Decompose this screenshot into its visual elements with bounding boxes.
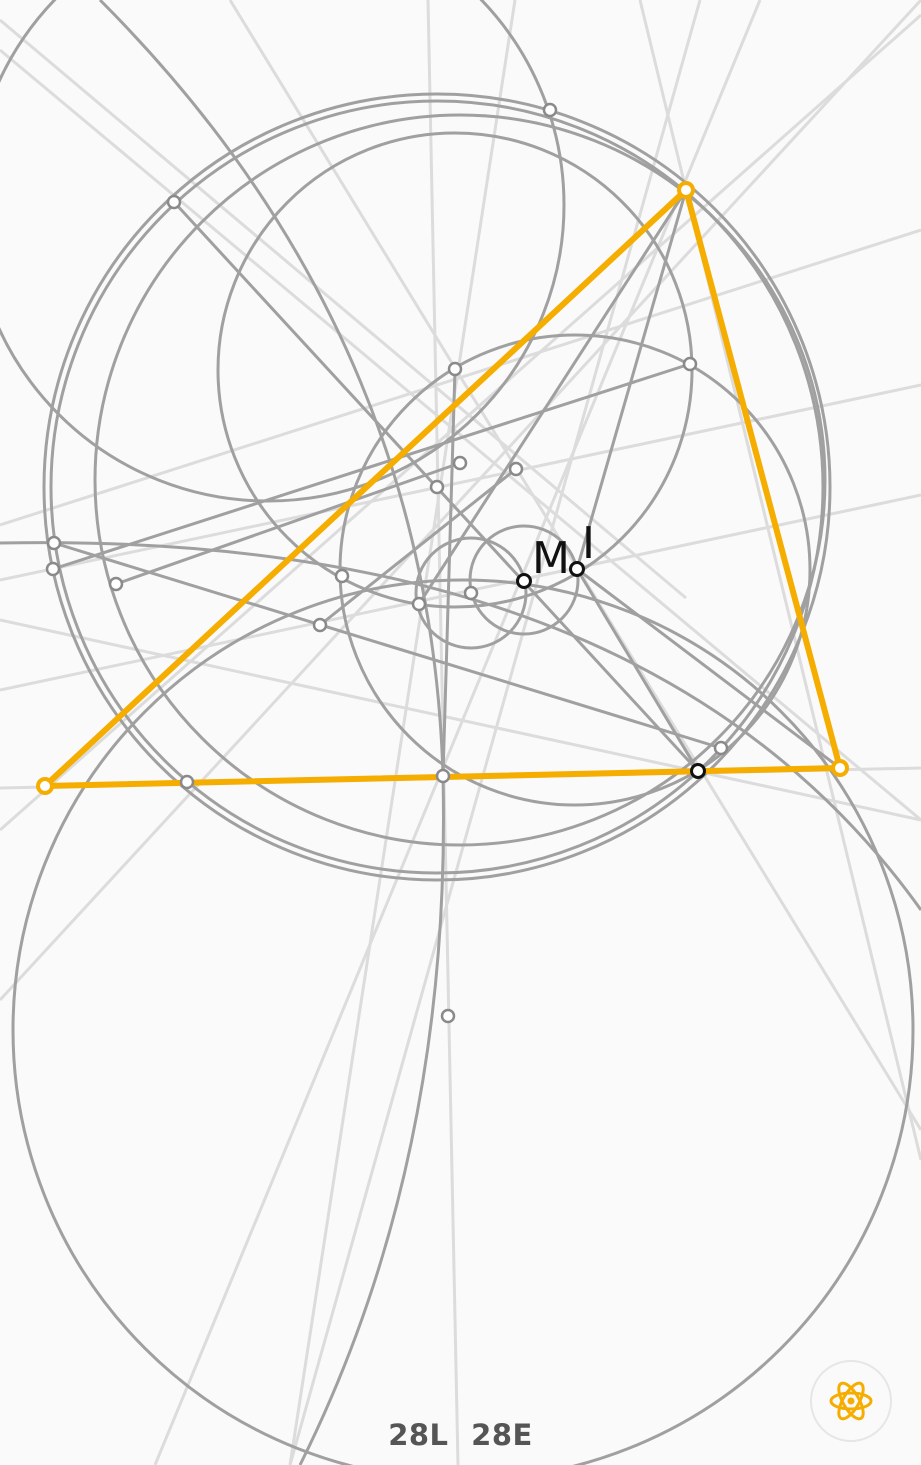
- point: [452, 455, 468, 471]
- point: [312, 617, 328, 633]
- faint-line: [0, 18, 687, 600]
- construction-circle: [11, 578, 915, 1465]
- point: [713, 740, 729, 756]
- faint-line: [0, 0, 921, 1002]
- point-contact: [690, 763, 706, 779]
- construction-arc: [98, 0, 445, 1465]
- lines-counter: 28L: [388, 1418, 449, 1452]
- construction-segment: [53, 541, 722, 750]
- point: [166, 194, 182, 210]
- hint-button[interactable]: [810, 1360, 892, 1442]
- vertex-b: [831, 759, 849, 777]
- point: [179, 774, 195, 790]
- faint-line: [0, 48, 921, 822]
- construction-circle: [49, 99, 825, 875]
- point: [542, 102, 558, 118]
- faint-line: [288, 0, 517, 1465]
- construction-arc: [0, 541, 921, 911]
- construction-segment: [575, 568, 700, 772]
- point: [108, 576, 124, 592]
- point-i: [569, 561, 585, 577]
- label-i: I: [582, 518, 595, 569]
- point: [463, 585, 479, 601]
- circumcircle: [42, 92, 832, 882]
- point: [45, 561, 61, 577]
- point: [440, 1008, 456, 1024]
- faint-line: [638, 0, 921, 1161]
- elements-counter: 28E: [471, 1418, 533, 1452]
- faint-line: [0, 228, 921, 527]
- construction-segment: [52, 362, 691, 571]
- atom-icon: [829, 1381, 873, 1421]
- point: [435, 768, 451, 784]
- vertex-a: [677, 181, 695, 199]
- faint-line: [0, 618, 921, 822]
- construction-segment: [576, 567, 841, 770]
- key-points[interactable]: [516, 561, 706, 779]
- faint-line: [153, 0, 762, 1465]
- construction-segment: [115, 461, 461, 586]
- move-counter: 28L 28E: [0, 1418, 921, 1452]
- construction-segment: [441, 368, 457, 777]
- point: [508, 461, 524, 477]
- point: [429, 479, 445, 495]
- construction-segment: [575, 189, 688, 570]
- point: [334, 568, 350, 584]
- construction-circle: [414, 536, 528, 650]
- construction-points: [45, 102, 729, 1024]
- label-m: M: [532, 533, 570, 584]
- point: [447, 361, 463, 377]
- faint-line: [0, 493, 921, 692]
- incircle: [468, 524, 580, 636]
- point: [46, 535, 62, 551]
- faint-line: [0, 383, 921, 582]
- faint-line: [0, 13, 921, 832]
- construction-segment: [417, 189, 688, 605]
- point-m: [516, 573, 532, 589]
- point: [411, 596, 427, 612]
- triangle-vertices[interactable]: [36, 181, 849, 795]
- point: [682, 356, 698, 372]
- vertex-c: [36, 777, 54, 795]
- construction-circle: [93, 113, 827, 847]
- construction-segment: [319, 467, 517, 627]
